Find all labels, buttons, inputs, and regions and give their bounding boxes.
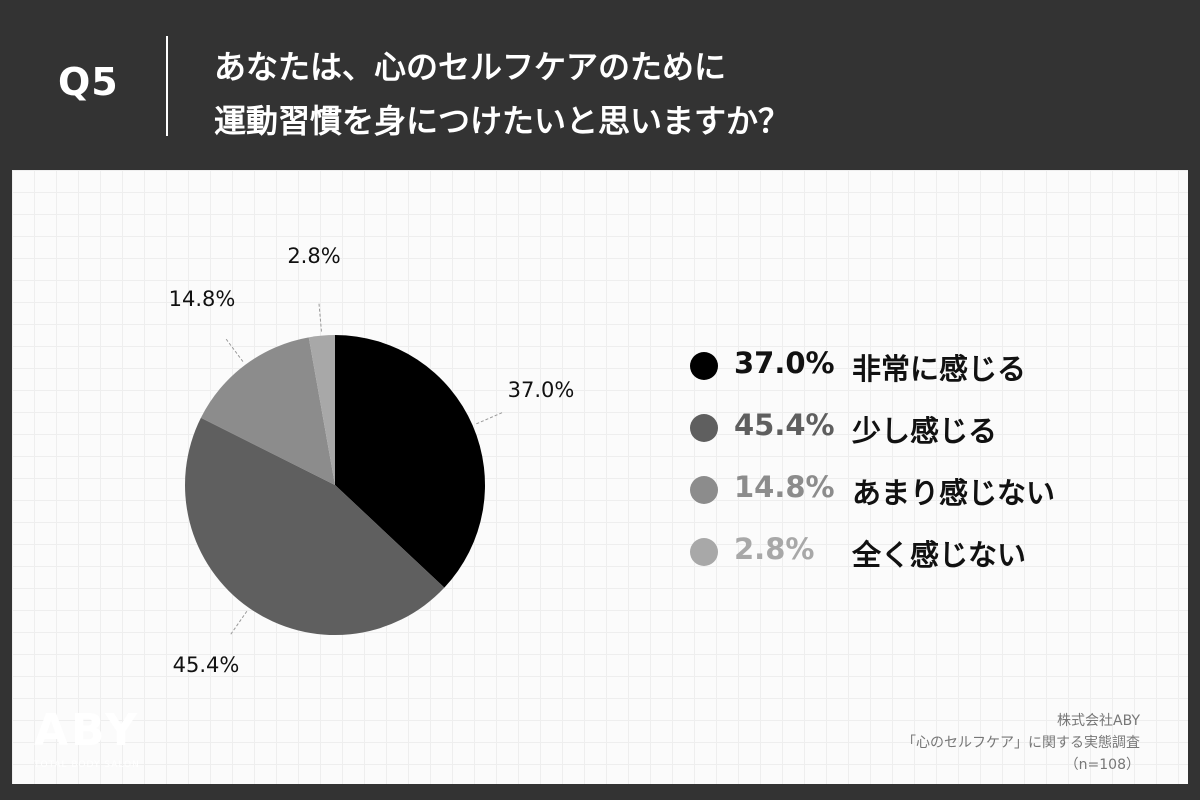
legend-label: 全く感じない [852, 538, 1027, 572]
source-note: 株式会社ABY 「心のセルフケア」に関する実態調査 （n=108） [902, 710, 1140, 776]
legend-swatch [690, 414, 718, 442]
slice-data-label: 2.8% [287, 244, 340, 268]
logo-subtitle: TOTAL BODY SALON [34, 760, 140, 770]
pie-slice [335, 335, 486, 588]
question-number: Q5 [58, 60, 119, 104]
leader-line [224, 337, 244, 362]
legend-percent: 37.0% [734, 346, 835, 380]
pie-slice [308, 335, 335, 485]
leader-line [476, 411, 505, 425]
legend-swatch [690, 476, 718, 504]
slice-data-label: 37.0% [508, 378, 575, 402]
legend-label: 少し感じる [852, 414, 998, 448]
legend-swatch [690, 352, 718, 380]
legend-percent: 2.8% [734, 532, 815, 566]
pie-slice [184, 417, 445, 636]
legend-percent: 45.4% [734, 408, 835, 442]
slice-data-label: 14.8% [169, 287, 236, 311]
slice-data-label: 45.4% [173, 653, 240, 677]
legend-percent: 14.8% [734, 470, 835, 504]
leader-line [229, 610, 248, 637]
source-sample: （n=108） [1064, 757, 1140, 773]
question-title: あなたは、心のセルフケアのために 運動習慣を身につけたいと思いますか？ [214, 40, 790, 148]
legend-label: 非常に感じる [852, 352, 1027, 386]
aby-logo: ABY TOTAL BODY SALON [34, 705, 141, 771]
question-line-1: あなたは、心のセルフケアのために [214, 48, 727, 86]
legend-swatch [690, 538, 718, 566]
logo-mark: ABY [34, 705, 141, 756]
pie-slice [200, 337, 335, 485]
question-line-2: 運動習慣を身につけたいと思いますか？ [214, 102, 791, 140]
source-survey: 「心のセルフケア」に関する実態調査 [902, 735, 1140, 751]
header-divider [166, 36, 168, 136]
leader-line [318, 301, 322, 332]
header-bar: Q5 あなたは、心のセルフケアのために 運動習慣を身につけたいと思いますか？ [0, 0, 1200, 168]
legend-label: あまり感じない [852, 476, 1056, 510]
source-company: 株式会社ABY [1057, 713, 1140, 729]
